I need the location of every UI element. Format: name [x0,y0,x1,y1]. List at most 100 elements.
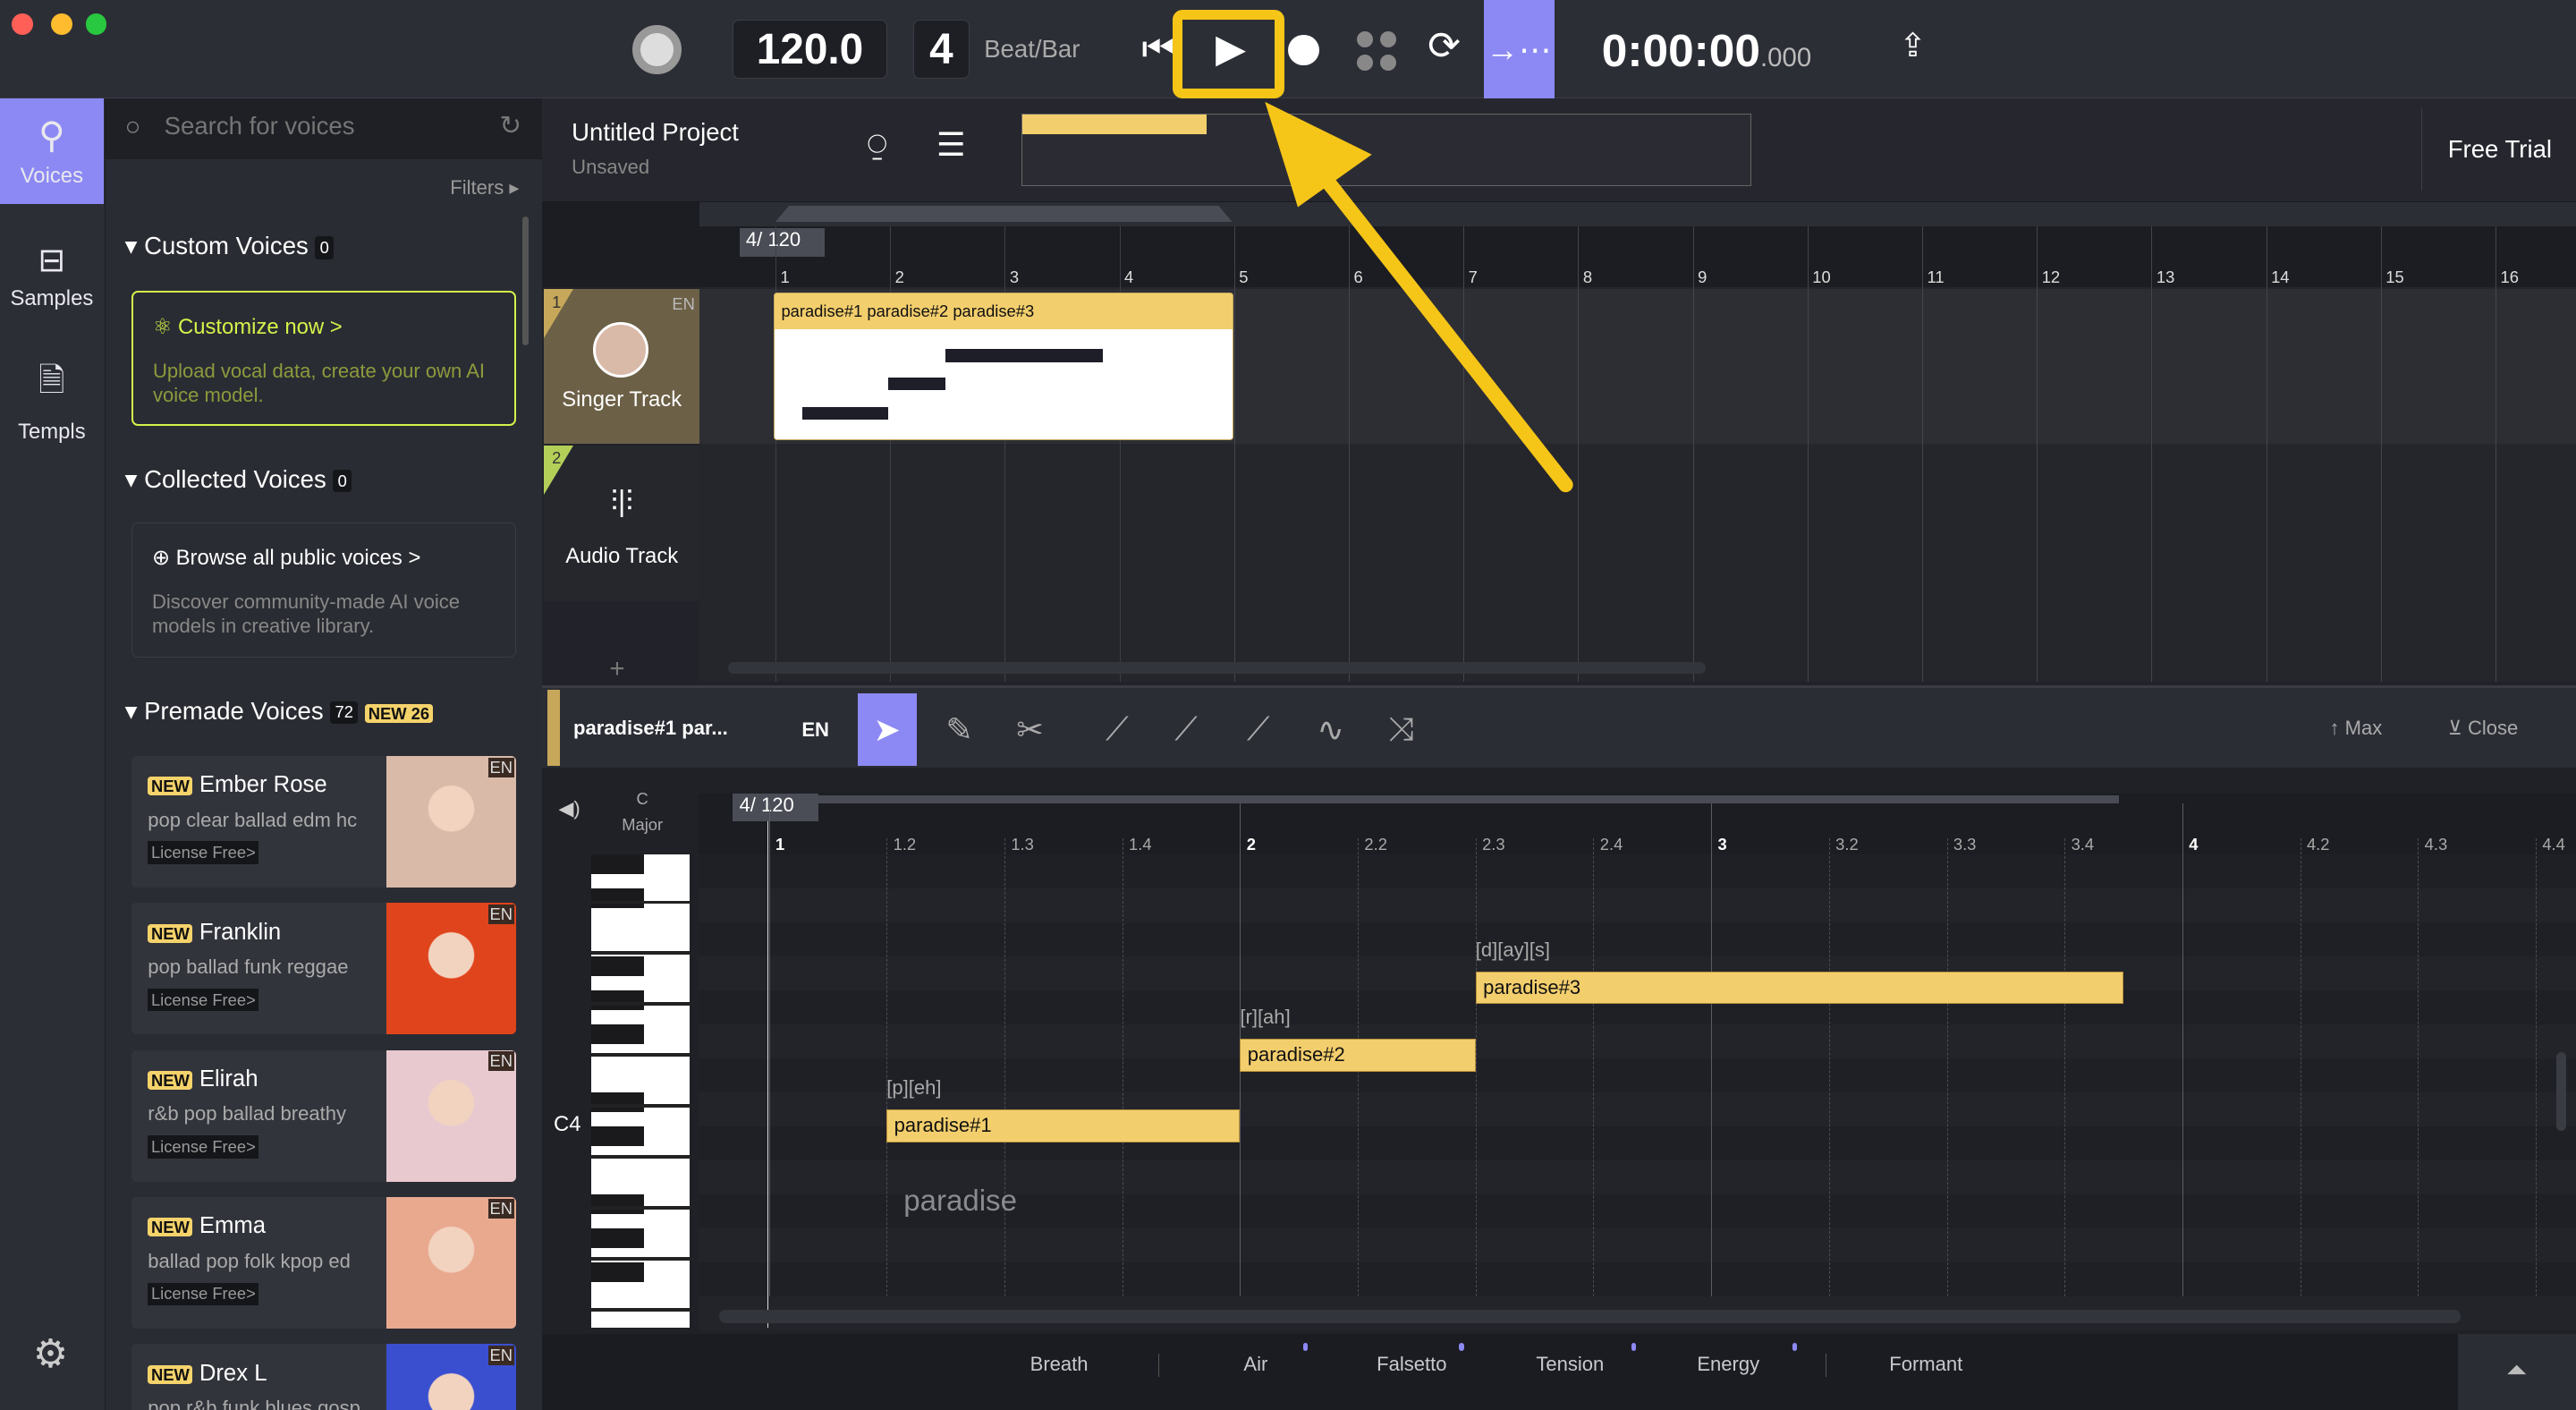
black-key[interactable] [591,1024,644,1045]
grid-icon[interactable] [1357,30,1397,71]
play-button[interactable]: ▶ [1216,27,1247,72]
note-phonemes[interactable]: [d][ay][s] [1475,938,1551,961]
premade-voices-header[interactable]: ▾ Premade Voices 72 NEW 26 [125,697,440,726]
editor-ruler[interactable] [698,794,2576,855]
search-input[interactable] [164,111,477,140]
beats-field[interactable]: 4 [913,20,970,80]
voice-card[interactable]: NEW Elirah r&b pop ballad breathy License… [131,1049,516,1182]
editor-tempo-marker[interactable]: 4/ 120 [733,794,818,822]
black-key[interactable] [591,1126,644,1147]
arrange-h-scrollbar[interactable] [727,662,1706,675]
singer-icon[interactable]: ⍜ [867,124,887,162]
lyric-text[interactable]: paradise [903,1185,1017,1219]
speaker-icon[interactable]: ◀) [558,796,580,820]
project-title[interactable]: Untitled Project [572,118,739,147]
record-button[interactable] [1287,34,1319,66]
tempo-field[interactable]: 120.0 [733,20,887,80]
overview-viewport[interactable] [1022,114,1208,134]
select-tool[interactable]: ➤ [857,693,917,766]
black-key[interactable] [591,1262,644,1283]
nav-voices[interactable]: ⚲ Voices [0,98,104,204]
zoom-window-button[interactable] [85,13,107,35]
expand-params-button[interactable]: ⏶ [2457,1334,2576,1410]
export-icon[interactable]: ⇪ [1899,27,1928,64]
pencil-tool[interactable]: ✎ [945,711,974,748]
voice-avatar[interactable] [386,903,516,1035]
black-key[interactable] [591,1194,644,1215]
license-link[interactable]: License Free> [148,841,259,865]
voice-avatar[interactable] [386,1197,516,1329]
note[interactable]: paradise#3 [1475,971,2124,1005]
note[interactable]: paradise#2 [1240,1038,1476,1072]
mixer-icon[interactable]: ☰ [936,125,966,163]
metronome-icon[interactable] [632,24,682,74]
voice-list[interactable]: NEW Ember Rose pop clear ballad edm hc Li… [106,755,543,1410]
max-button[interactable]: ↑ Max [2329,716,2383,739]
nav-templs[interactable]: 🗎 Templs [0,348,104,454]
loop-icon[interactable]: ⟳ [1428,23,1462,68]
param-tab[interactable]: Air [1243,1352,1268,1375]
note[interactable]: paradise#1 [886,1108,1241,1142]
pitch-draw-tool[interactable]: ⟋ [1106,710,1129,747]
license-link[interactable]: License Free> [148,988,259,1012]
voice-avatar[interactable] [386,755,516,888]
pitch-line-tool[interactable]: ⟋ [1174,710,1198,747]
follow-playhead-button[interactable]: →⋯ [1483,0,1555,99]
license-link[interactable]: License Free> [148,1135,259,1159]
voice-card[interactable]: NEW Ember Rose pop clear ballad edm hc Li… [131,755,516,888]
close-window-button[interactable] [11,13,33,35]
customize-card[interactable]: ⚛ Customize now > Upload vocal data, cre… [131,291,516,426]
custom-voices-header[interactable]: ▾ Custom Voices 0 [125,232,335,260]
piano-keys[interactable] [591,854,691,1329]
beat-line [768,803,770,1297]
beat-line [1946,837,1948,1297]
skip-back-icon[interactable]: ⏮ [1141,28,1174,70]
note-phonemes[interactable]: [p][eh] [886,1076,942,1100]
note-phonemes[interactable]: [r][ah] [1240,1006,1291,1029]
panel-scrollbar[interactable] [522,217,530,345]
overview-minimap[interactable] [1021,113,1751,186]
param-tab[interactable]: Energy [1697,1352,1760,1375]
tempo-marker[interactable]: 4/ 120 [739,228,826,257]
scissors-tool[interactable]: ✂ [1016,711,1044,748]
browse-card[interactable]: ⊕ Browse all public voices > Discover co… [131,522,516,658]
audio-track-header[interactable]: 2 ⫶|⫶ Audio Track [543,445,700,602]
gear-icon[interactable]: ⚙ [32,1331,69,1376]
add-track-icon[interactable]: + [609,654,625,684]
singer-clip[interactable]: paradise#1 paradise#2 paradise#3 [774,292,1234,441]
loop-region[interactable] [775,205,1233,222]
browse-link[interactable]: ⊕ Browse all public voices > [151,545,421,570]
close-editor-button[interactable]: ⊻ Close [2447,716,2519,739]
key-selector[interactable]: C Major [595,786,691,838]
free-trial-button[interactable]: Free Trial [2447,134,2553,163]
param-tab[interactable]: Formant [1889,1352,1963,1375]
vibrato-tool[interactable]: ∿ [1317,711,1345,748]
param-tab[interactable]: Tension [1536,1352,1605,1375]
filters-button[interactable]: Filters ▸ [450,175,520,199]
editor-h-scrollbar[interactable] [719,1309,2462,1323]
track-language[interactable]: EN [672,293,695,313]
playhead[interactable] [767,821,768,1329]
voice-card[interactable]: NEW Emma ballad pop folk kpop ed License … [131,1197,516,1329]
pitch-erase-tool[interactable]: ⟋ [1247,710,1270,747]
singer-avatar[interactable] [593,321,649,378]
voice-card[interactable]: NEW Franklin pop ballad funk reggae Licen… [131,903,516,1035]
pitch-smooth-tool[interactable]: ⤨ [1388,710,1415,747]
license-link[interactable]: License Free> [148,1282,259,1306]
collected-voices-header[interactable]: ▾ Collected Voices 0 [125,465,352,494]
voice-avatar[interactable] [386,1049,516,1182]
customize-link[interactable]: ⚛ Customize now > [152,314,343,339]
param-tab[interactable]: Falsetto [1377,1352,1447,1375]
black-key[interactable] [591,956,644,977]
editor-v-scrollbar[interactable] [2555,1051,2566,1131]
editor-language-select[interactable]: EN [801,718,829,741]
param-tab[interactable]: Breath [1030,1352,1089,1375]
singer-track-header[interactable]: 1 EN Singer Track [543,289,700,444]
black-key[interactable] [591,1228,644,1249]
black-key[interactable] [591,854,644,875]
minimize-window-button[interactable] [50,13,72,35]
editor-loop-region[interactable] [772,794,2120,804]
refresh-icon[interactable]: ↻ [499,111,521,141]
nav-samples[interactable]: ⊟ Samples [0,224,104,329]
